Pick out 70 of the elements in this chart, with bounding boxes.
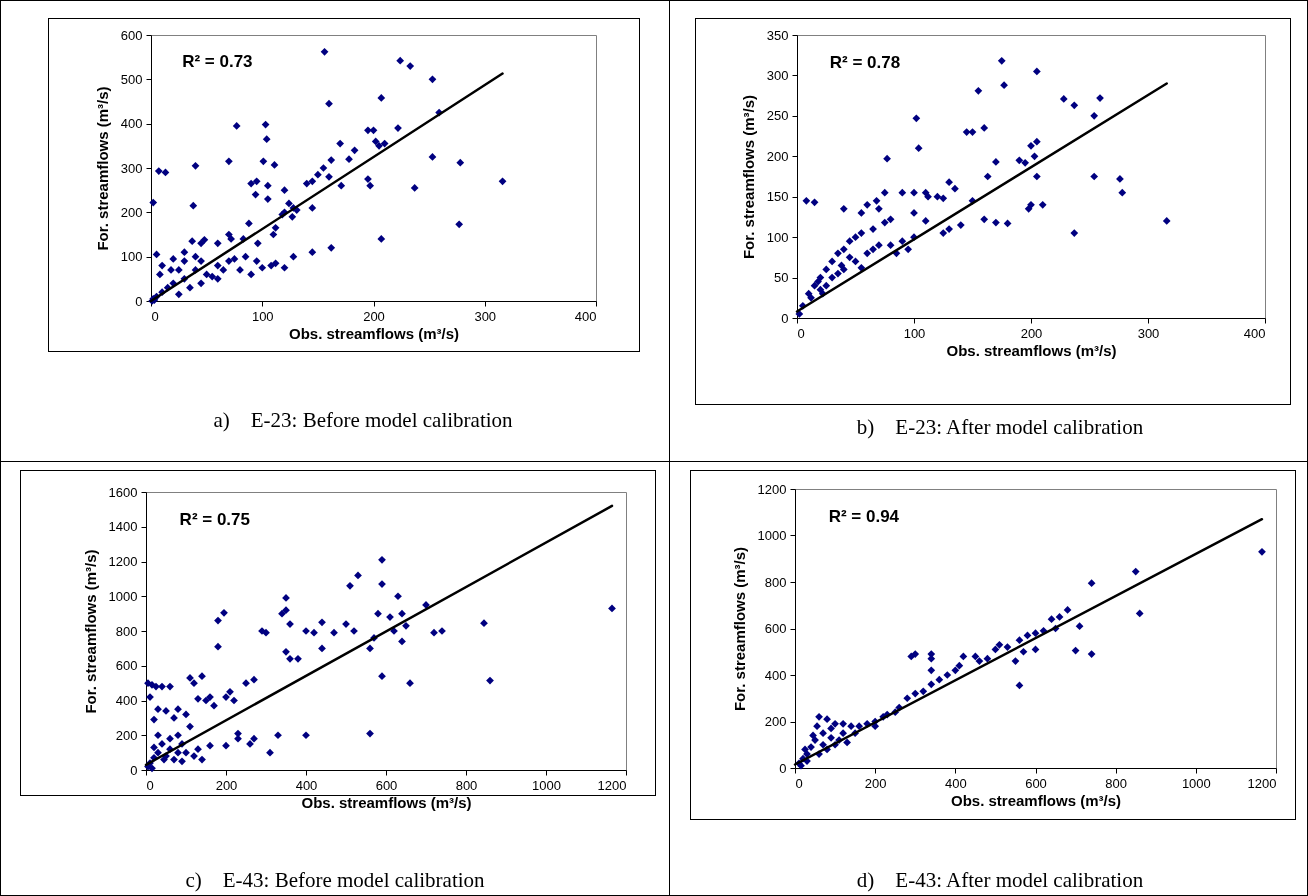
y-tick-label: 1200: [108, 554, 138, 569]
y-tick-label: 0: [130, 762, 138, 778]
y-tick-label: 600: [115, 658, 138, 674]
x-tick-label: 0: [146, 777, 154, 793]
y-tick-label: 300: [120, 160, 143, 176]
y-tick-label: 1000: [757, 528, 787, 543]
x-tick-label: 100: [903, 325, 926, 341]
x-tick-label: 300: [474, 308, 497, 324]
y-tick-label: 1000: [108, 588, 138, 604]
annotation: R² = 0.94: [828, 506, 900, 526]
y-axis-title: For. streamflows (m³/s): [93, 86, 111, 251]
y-tick-label: 400: [764, 667, 787, 683]
y-tick-label: 500: [120, 71, 143, 87]
x-tick-label: 200: [215, 777, 238, 793]
y-tick-label: 600: [120, 27, 143, 43]
x-tick-label: 400: [944, 775, 967, 791]
y-tick-label: 800: [115, 623, 138, 639]
x-tick-label: 0: [151, 308, 159, 324]
x-tick-label: 200: [864, 775, 887, 791]
x-tick-label: 0: [797, 325, 805, 341]
text: a) E-23: Before model calibration: [212, 408, 514, 433]
annotation: R² = 0.73: [182, 51, 253, 71]
y-tick-label: 100: [120, 249, 143, 265]
x-tick-label: 1000: [1181, 775, 1211, 791]
x-axis-title: Obs. streamflows (m³/s): [950, 791, 1122, 809]
y-axis-title: For. streamflows (m³/s): [739, 94, 757, 260]
x-tick-label: 400: [574, 308, 597, 324]
annotation: R² = 0.78: [829, 53, 901, 73]
x-tick-label: 400: [295, 777, 318, 793]
x-tick-label: 1200: [597, 777, 627, 793]
y-tick-label: 300: [766, 67, 789, 83]
x-tick-label: 400: [1243, 325, 1266, 341]
x-tick-label: 200: [363, 308, 385, 324]
x-axis-title: Obs. streamflows (m³/s): [301, 793, 472, 811]
y-tick-label: 0: [135, 293, 143, 309]
annotation: R² = 0.75: [179, 509, 251, 529]
x-tick-label: 1200: [1247, 775, 1277, 791]
y-tick-label: 50: [774, 270, 789, 286]
y-tick-label: 800: [764, 574, 787, 590]
y-tick-label: 350: [766, 27, 789, 43]
y-tick-label: 400: [115, 693, 138, 708]
x-tick-label: 600: [375, 777, 398, 793]
y-tick-label: 400: [120, 116, 143, 132]
y-tick-label: 1200: [757, 481, 787, 497]
text: d) E-43: After model calibration: [855, 868, 1145, 893]
y-tick-label: 100: [766, 229, 789, 245]
x-tick-label: 300: [1137, 325, 1160, 341]
y-tick-label: 200: [764, 714, 787, 729]
y-tick-label: 150: [766, 189, 789, 205]
x-tick-label: 600: [1025, 775, 1047, 791]
x-tick-label: 0: [795, 775, 803, 791]
y-tick-label: 600: [764, 621, 787, 636]
y-tick-label: 200: [120, 204, 143, 220]
y-tick-label: 1400: [108, 519, 138, 535]
x-axis-title: Obs. streamflows (m³/s): [946, 341, 1117, 359]
x-tick-label: 1000: [532, 777, 561, 793]
y-axis-title: For. streamflows (m³/s): [81, 549, 99, 714]
y-tick-label: 0: [779, 760, 787, 776]
x-tick-label: 200: [1020, 325, 1043, 341]
x-tick-label: 100: [251, 308, 274, 324]
y-axis-title: For. streamflows (m³/s): [730, 546, 748, 712]
y-tick-label: 200: [766, 148, 789, 164]
x-axis-title: Obs. streamflows (m³/s): [288, 324, 460, 342]
y-tick-label: 200: [115, 727, 138, 743]
y-tick-label: 1600: [108, 484, 138, 500]
x-tick-label: 800: [1105, 775, 1128, 791]
text: b) E-23: After model calibration: [855, 415, 1145, 440]
x-tick-label: 800: [455, 777, 478, 793]
y-tick-label: 250: [766, 108, 789, 124]
text: c) E-43: Before model calibration: [184, 868, 486, 893]
